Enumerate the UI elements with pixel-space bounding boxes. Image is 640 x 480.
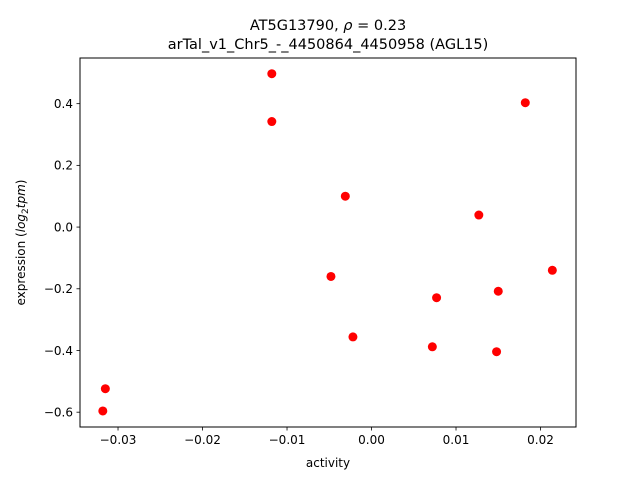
data-point bbox=[493, 286, 503, 296]
data-point bbox=[267, 69, 277, 79]
y-tick-label: −0.4 bbox=[44, 344, 73, 358]
data-point bbox=[340, 191, 350, 201]
y-tick-label: 0.4 bbox=[54, 97, 73, 111]
x-tick-label: −0.01 bbox=[269, 433, 306, 447]
data-point bbox=[547, 265, 557, 275]
y-axis-ticks: −0.6 −0.4 −0.2 0.0 0.2 0.4 bbox=[44, 97, 80, 419]
data-point bbox=[100, 384, 110, 394]
x-axis-ticks: −0.03 −0.02 −0.01 0.00 0.01 0.02 bbox=[100, 427, 554, 447]
data-point bbox=[432, 293, 442, 303]
chart-title-line2: arTal_v1_Chr5_-_4450864_4450958 (AGL15) bbox=[168, 37, 489, 53]
data-point bbox=[98, 406, 108, 416]
data-point bbox=[348, 332, 358, 342]
y-axis-label: expression (log2tpm) bbox=[14, 180, 31, 306]
y-tick-label: −0.2 bbox=[44, 282, 73, 296]
x-tick-label: −0.02 bbox=[184, 433, 221, 447]
y-tick-label: −0.6 bbox=[44, 405, 73, 419]
data-point bbox=[520, 98, 530, 108]
data-point bbox=[492, 347, 502, 357]
y-tick-label: 0.0 bbox=[54, 220, 73, 234]
data-point bbox=[427, 342, 437, 352]
data-point bbox=[326, 271, 336, 281]
data-point bbox=[474, 210, 484, 220]
x-tick-label: 0.02 bbox=[527, 433, 554, 447]
plot-area bbox=[98, 69, 557, 416]
x-tick-label: 0.01 bbox=[443, 433, 470, 447]
x-tick-label: −0.03 bbox=[100, 433, 137, 447]
axes-frame bbox=[79, 57, 577, 428]
data-point bbox=[267, 117, 277, 127]
x-tick-label: 0.00 bbox=[358, 433, 385, 447]
x-axis-label: activity bbox=[306, 456, 350, 470]
chart-title-line1: AT5G13790, ρ = 0.23 bbox=[250, 18, 406, 34]
y-tick-label: 0.2 bbox=[54, 159, 73, 173]
